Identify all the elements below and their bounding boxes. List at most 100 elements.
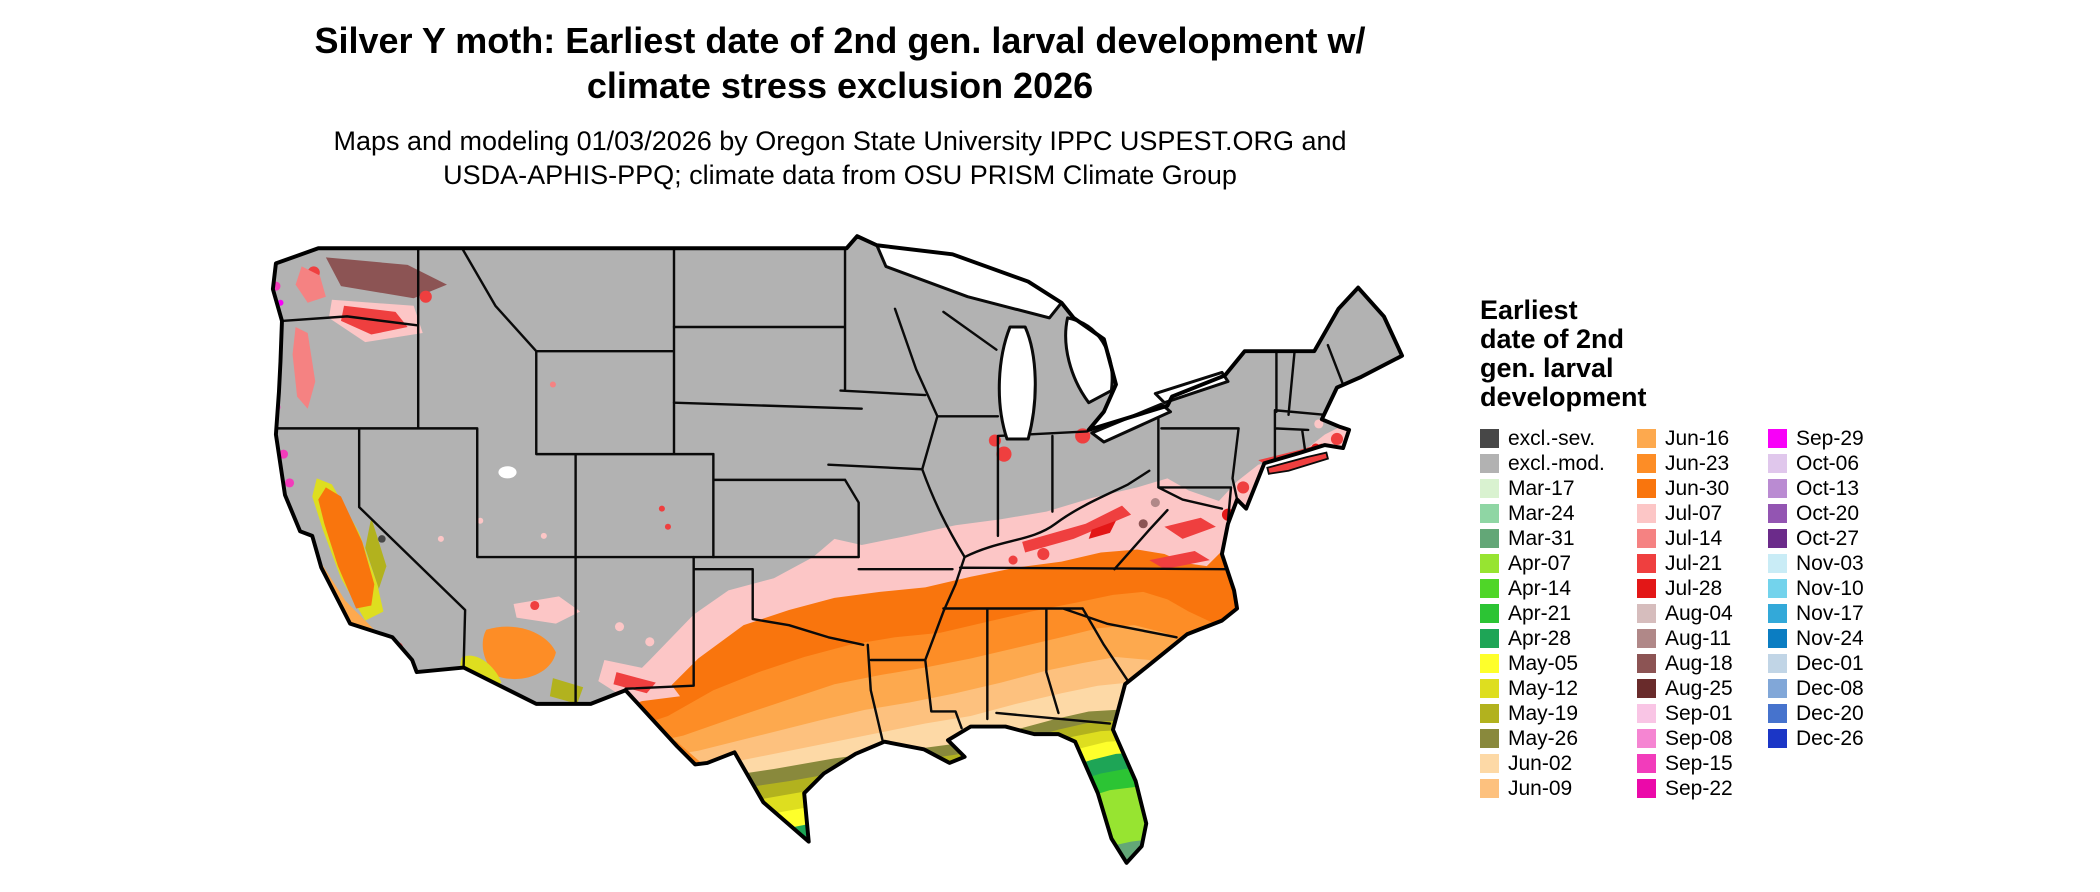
- legend-swatch: [1480, 604, 1499, 623]
- legend-label: Nov-24: [1796, 626, 1864, 650]
- legend-label: Aug-25: [1665, 676, 1733, 700]
- legend-label: Nov-10: [1796, 576, 1864, 600]
- legend-item: Oct-13: [1768, 476, 1923, 501]
- legend-label: Apr-28: [1508, 626, 1572, 650]
- legend-swatch: [1480, 654, 1499, 673]
- map-dot: [477, 517, 484, 524]
- legend-label: Jun-09: [1508, 776, 1573, 800]
- map-patch-wa-maroon: [325, 257, 447, 299]
- map-title: Silver Y moth: Earliest date of 2nd gen.…: [230, 18, 1450, 108]
- legend-item: Jul-28: [1637, 576, 1792, 601]
- legend-label: Jun-16: [1665, 426, 1730, 450]
- legend-swatch: [1637, 429, 1656, 448]
- map-patch-sierra: [365, 517, 387, 589]
- legend-item: Oct-20: [1768, 501, 1923, 526]
- map-dot: [1138, 519, 1148, 529]
- legend-item: Aug-18: [1637, 651, 1792, 676]
- legend-swatch: [1637, 554, 1656, 573]
- map-region-mar24: [1082, 853, 1403, 863]
- legend-column-1: excl.-sev. excl.-mod. Mar-17 Mar-24 Mar-31 Ap…: [1480, 426, 1635, 801]
- map-dot: [1237, 481, 1250, 494]
- legend-label: Jul-21: [1665, 551, 1723, 575]
- map-patch-ohio-valley: [1022, 505, 1132, 553]
- legend-label: Sep-15: [1665, 751, 1733, 775]
- legend-label: Dec-01: [1796, 651, 1864, 675]
- legend-label: Sep-01: [1665, 701, 1733, 725]
- legend-label: May-26: [1508, 726, 1579, 750]
- legend-swatch: [1637, 754, 1656, 773]
- long-island: [1266, 451, 1329, 475]
- map-subtitle: Maps and modeling 01/03/2026 by Oregon S…: [230, 124, 1450, 192]
- legend-swatch: [1480, 479, 1499, 498]
- legend-label: Aug-04: [1665, 601, 1733, 625]
- legend-label: Jun-23: [1665, 451, 1730, 475]
- map-region-mar31: [1067, 838, 1403, 863]
- legend-swatch: [1768, 679, 1787, 698]
- legend-item: May-05: [1480, 651, 1635, 676]
- title-line-1: Silver Y moth: Earliest date of 2nd gen.…: [314, 20, 1366, 61]
- legend-label: Sep-29: [1796, 426, 1864, 450]
- legend-item: Jun-09: [1480, 776, 1635, 801]
- legend-column-2: Jun-16 Jun-23 Jun-30 Jul-07 Jul-14 Jul-21 Jul-…: [1637, 426, 1792, 801]
- legend-swatch: [1768, 529, 1787, 548]
- legend-label: Mar-31: [1508, 526, 1575, 550]
- legend-label: Jun-02: [1508, 751, 1573, 775]
- legend-item: Jun-23: [1637, 451, 1792, 476]
- legend-swatch: [1637, 604, 1656, 623]
- title-line-2: climate stress exclusion 2026: [586, 65, 1094, 106]
- legend-label: Oct-13: [1796, 476, 1860, 500]
- legend-label: Jul-07: [1665, 501, 1723, 525]
- map-patch-az-rim: [513, 596, 581, 624]
- map-patch-virginia: [1164, 517, 1216, 539]
- legend-label: Dec-26: [1796, 726, 1864, 750]
- map-dot: [614, 622, 625, 632]
- legend-swatch: [1768, 704, 1787, 723]
- legend-item: Aug-25: [1637, 676, 1792, 701]
- map-dot: [284, 478, 295, 488]
- legend-swatch: [1637, 654, 1656, 673]
- legend-item: Apr-07: [1480, 551, 1635, 576]
- legend-item: Dec-26: [1768, 726, 1923, 751]
- legend-title: Earliest date of 2nd gen. larval develop…: [1480, 296, 2040, 412]
- map-dot: [1037, 547, 1050, 561]
- us-map-svg: [270, 234, 1405, 865]
- legend-item: Jun-02: [1480, 751, 1635, 776]
- legend-swatch: [1637, 679, 1656, 698]
- map-dot: [419, 290, 432, 303]
- legend-item: Apr-28: [1480, 626, 1635, 651]
- legend-swatch: [1480, 679, 1499, 698]
- legend-columns: excl.-sev. excl.-mod. Mar-17 Mar-24 Mar-31 Ap…: [1480, 426, 2040, 826]
- map-dot: [1150, 498, 1160, 508]
- legend-item: Jul-14: [1637, 526, 1792, 551]
- map-dot: [378, 535, 386, 543]
- legend-item: excl.-sev.: [1480, 426, 1635, 451]
- legend-item: Nov-24: [1768, 626, 1923, 651]
- legend-swatch: [1768, 629, 1787, 648]
- legend-item: May-26: [1480, 726, 1635, 751]
- map-patch-willamette: [292, 326, 316, 409]
- legend-label: Mar-24: [1508, 501, 1575, 525]
- legend-label: Apr-21: [1508, 601, 1572, 625]
- legend-label: Nov-17: [1796, 601, 1864, 625]
- legend-item: Nov-17: [1768, 601, 1923, 626]
- legend-item: Aug-04: [1637, 601, 1792, 626]
- legend-swatch: [1480, 629, 1499, 648]
- legend-item: Jun-30: [1637, 476, 1792, 501]
- map-patch-ohio-deep: [1088, 520, 1116, 539]
- subtitle-line-1: Maps and modeling 01/03/2026 by Oregon S…: [333, 126, 1347, 156]
- legend-item: Sep-29: [1768, 426, 1923, 451]
- legend-label: Apr-14: [1508, 576, 1572, 600]
- map-dot: [530, 600, 540, 611]
- legend-swatch: [1480, 779, 1499, 798]
- state-borders: [274, 247, 1345, 743]
- legend-label: Oct-27: [1796, 526, 1860, 550]
- legend-label: May-19: [1508, 701, 1579, 725]
- legend-label: Oct-06: [1796, 451, 1860, 475]
- legend-swatch: [1768, 654, 1787, 673]
- legend-item: Jul-21: [1637, 551, 1792, 576]
- legend-column-3: Sep-29 Oct-06 Oct-13 Oct-20 Oct-27 Nov-03 Nov-…: [1768, 426, 1923, 751]
- legend-label: May-05: [1508, 651, 1579, 675]
- legend-swatch: [1637, 579, 1656, 598]
- legend-item: May-12: [1480, 676, 1635, 701]
- legend-swatch: [1480, 454, 1499, 473]
